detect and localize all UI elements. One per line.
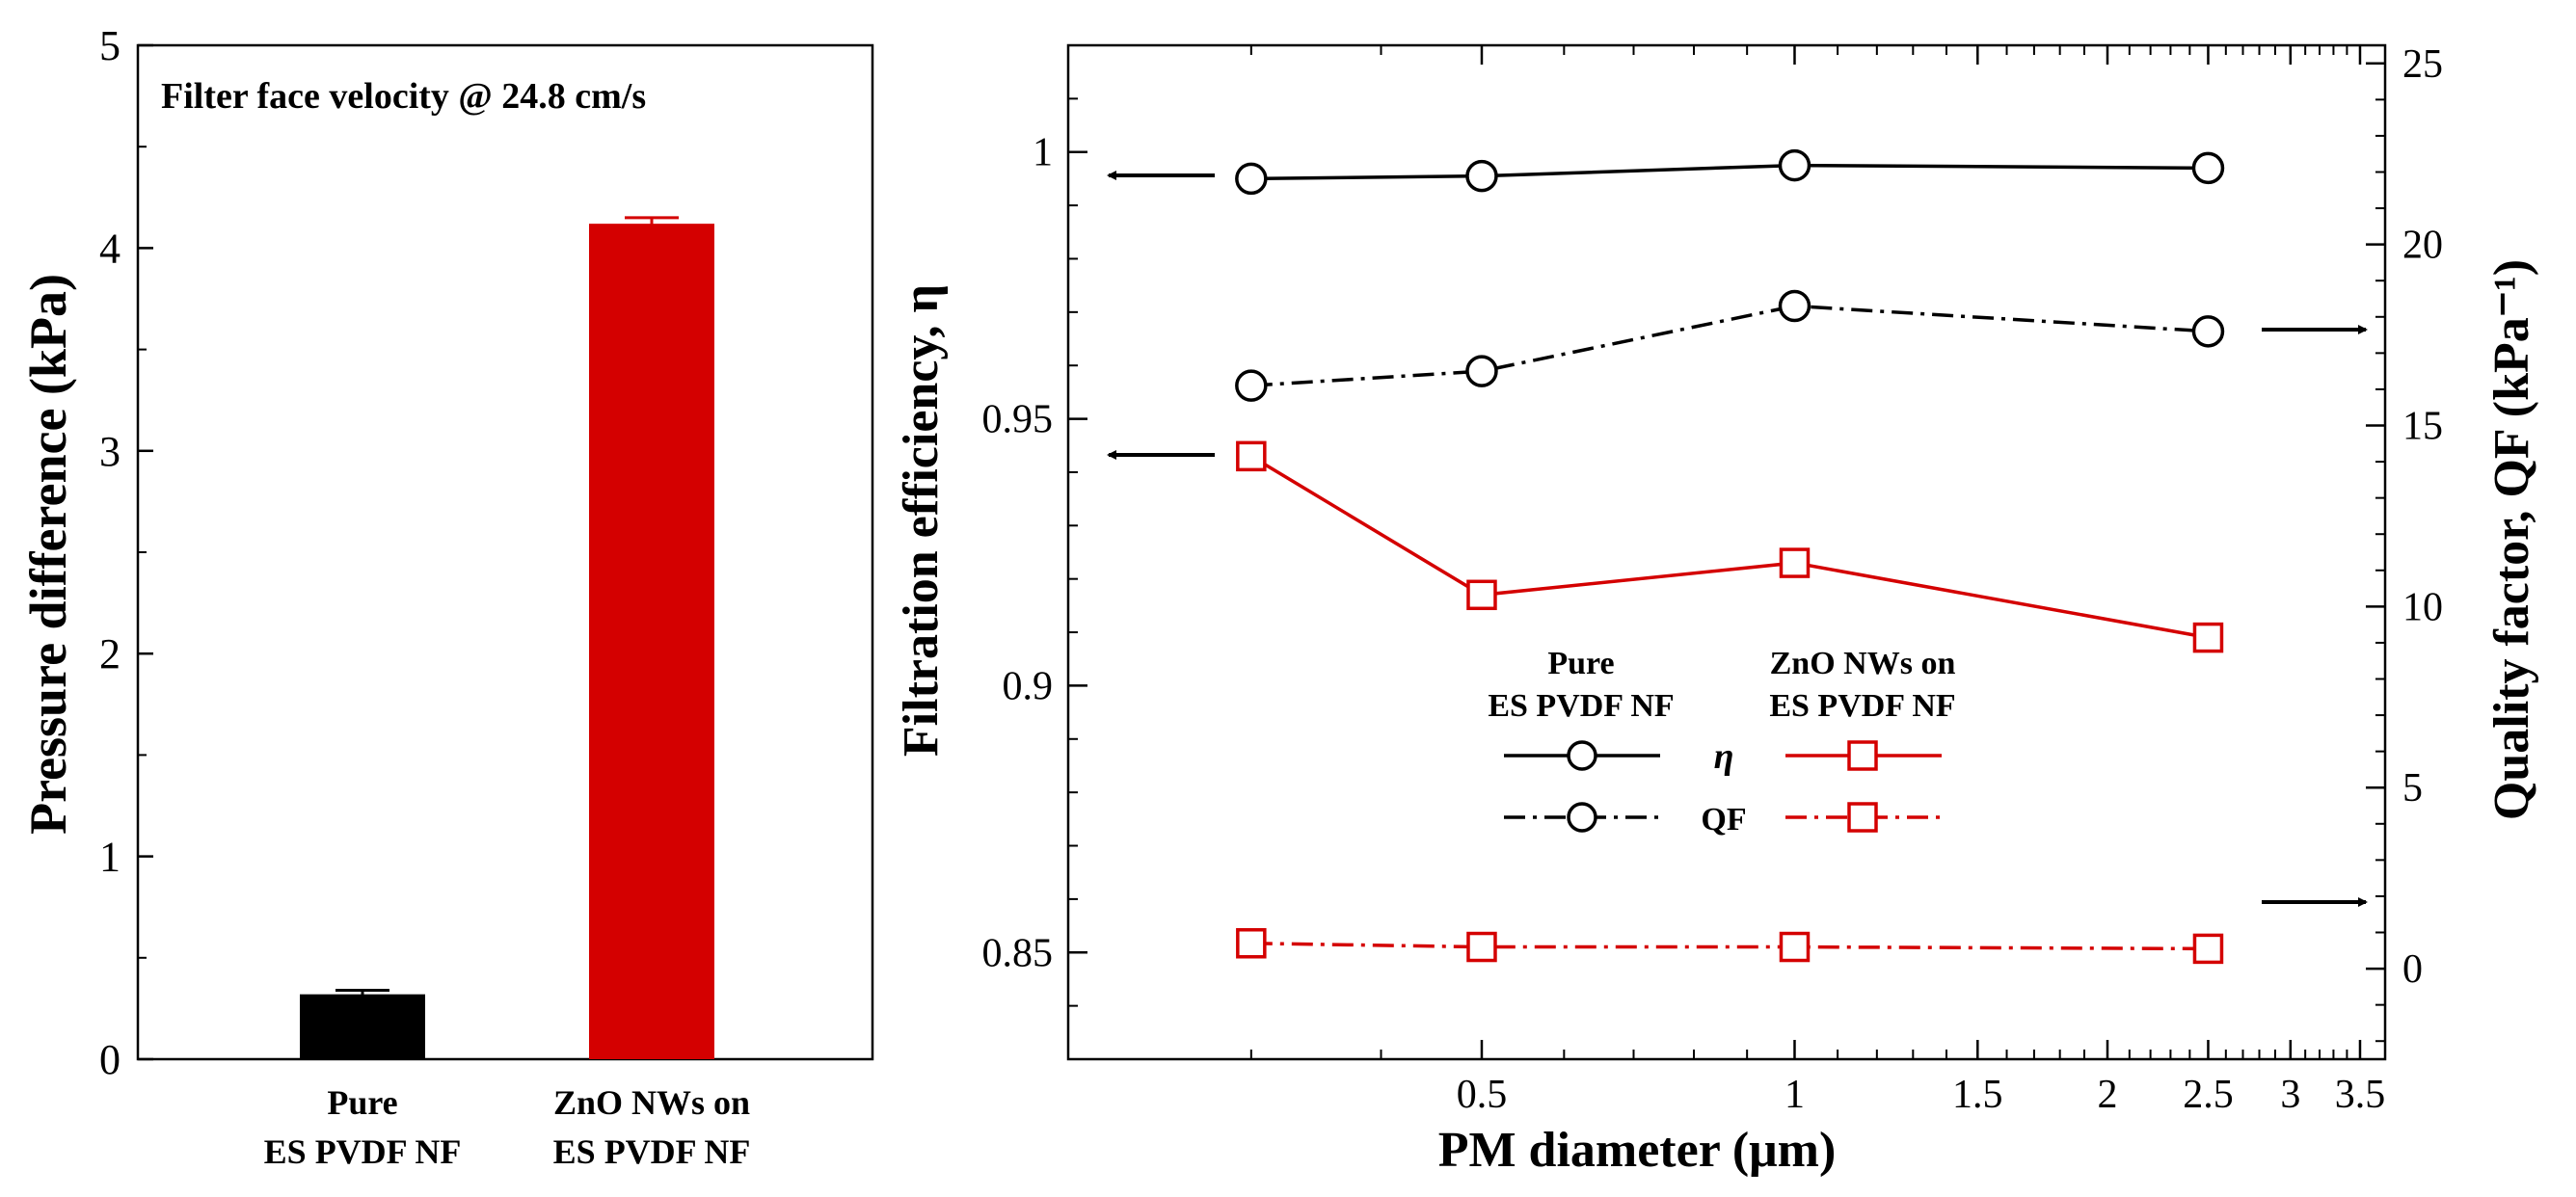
data-point [1235, 369, 1268, 402]
series-line [1250, 304, 2209, 387]
data-point [1465, 159, 1498, 193]
bar-y-tick-label: 4 [99, 225, 121, 272]
legend-header: Pure [1547, 646, 1614, 681]
data-point [1236, 440, 1267, 472]
bar-bars [300, 216, 714, 1060]
line-left-y-axis-label: Filtration efficiency, η [894, 284, 949, 757]
data-point [1778, 148, 1811, 182]
data-point [2192, 622, 2224, 653]
pressure-bar-chart: Filter face velocity @ 24.8 cm/s 012345 … [19, 22, 874, 1171]
line-right-y-axis-label: Quality factor, QF (kPa⁻¹) [2484, 259, 2539, 820]
legend-header: ES PVDF NF [1488, 688, 1674, 724]
right-y-tick-label: 10 [2402, 585, 2443, 629]
bar-category-label: Pure [327, 1083, 397, 1122]
series-line [1250, 163, 2209, 181]
legend-row-label: QF [1701, 802, 1746, 838]
data-point [1235, 162, 1268, 196]
data-point [1466, 931, 1497, 963]
x-tick-label: 3 [2280, 1073, 2300, 1117]
bar [300, 994, 425, 1059]
data-point [1779, 547, 1811, 578]
right-y-tick-label: 20 [2402, 224, 2443, 268]
bar-y-tick-label: 2 [99, 630, 121, 678]
data-point [1779, 931, 1811, 963]
right-y-tick-label: 0 [2402, 947, 2423, 992]
bar-plot-frame [136, 43, 874, 1061]
left-y-tick-label: 1 [1033, 131, 1053, 175]
legend-marker-square [1847, 740, 1878, 771]
legend: Pure ES PVDF NF ZnO NWs on ES PVDF NF η … [1488, 646, 1955, 838]
legend-marker-circle [1567, 740, 1597, 771]
data-point [1465, 355, 1498, 387]
legend-marker-square [1847, 802, 1878, 833]
line-x-axis-label: PM diameter (μm) [1438, 1123, 1837, 1178]
line-x-ticks: 0.5 1 1.5 2 2.5 3 3.5 [1249, 45, 2386, 1117]
legend-header: ZnO NWs on [1770, 646, 1956, 681]
bar-chart-title: Filter face velocity @ 24.8 cm/s [161, 76, 646, 117]
left-y-tick-label: 0.95 [982, 398, 1054, 442]
bar-y-tick-label: 5 [99, 22, 121, 69]
data-point [2191, 315, 2225, 348]
bar-y-tick-label: 3 [99, 428, 121, 475]
series-line [1250, 942, 2209, 951]
filtration-line-chart: 0.5 1 1.5 2 2.5 3 3.5 0.850.90.951 0510152025 … [894, 42, 2539, 1178]
line-plot-frame [1066, 43, 2387, 1061]
bar-x-labels: Pure ES PVDF NF ZnO NWs on ES PVDF NF [264, 1083, 751, 1171]
right-y-tick-label: 25 [2402, 42, 2443, 87]
data-point [2191, 151, 2225, 185]
series-line [1249, 454, 2209, 640]
legend-row-label: η [1714, 736, 1734, 777]
bar-y-tick-label: 0 [99, 1036, 121, 1083]
left-y-tick-label: 0.9 [1003, 664, 1054, 708]
data-point [1466, 579, 1497, 611]
line-left-y-ticks: 0.85 0.9 0.95 1 [982, 97, 1087, 1007]
line-right-y-ticks: 0 5 10 15 20 25 [2366, 42, 2443, 1043]
left-y-tick-label: 0.85 [982, 931, 1054, 975]
data-point [1236, 928, 1267, 959]
legend-header: ES PVDF NF [1769, 688, 1955, 724]
x-tick-label: 0.5 [1457, 1073, 1508, 1117]
data-point [2192, 933, 2224, 965]
right-y-tick-label: 15 [2402, 405, 2443, 449]
bar-y-tick-label: 1 [99, 834, 121, 881]
x-tick-label: 2 [2097, 1073, 2117, 1117]
line-series [1235, 148, 2225, 965]
bar-y-ticks: 0 1 2 3 4 5 [99, 22, 153, 1083]
bar-category-label: ES PVDF NF [553, 1132, 751, 1171]
x-tick-label: 1.5 [1952, 1073, 2003, 1117]
bar-category-label: ES PVDF NF [264, 1132, 462, 1171]
bar-category-label: ZnO NWs on [553, 1083, 750, 1122]
x-tick-label: 3.5 [2335, 1073, 2386, 1117]
bar [589, 224, 714, 1060]
x-tick-label: 1 [1784, 1073, 1805, 1117]
data-point [1778, 289, 1811, 323]
legend-marker-circle [1567, 802, 1597, 833]
x-tick-label: 2.5 [2183, 1073, 2234, 1117]
right-y-tick-label: 5 [2402, 766, 2423, 811]
bar-y-axis-label: Pressure difference (kPa) [19, 274, 77, 835]
